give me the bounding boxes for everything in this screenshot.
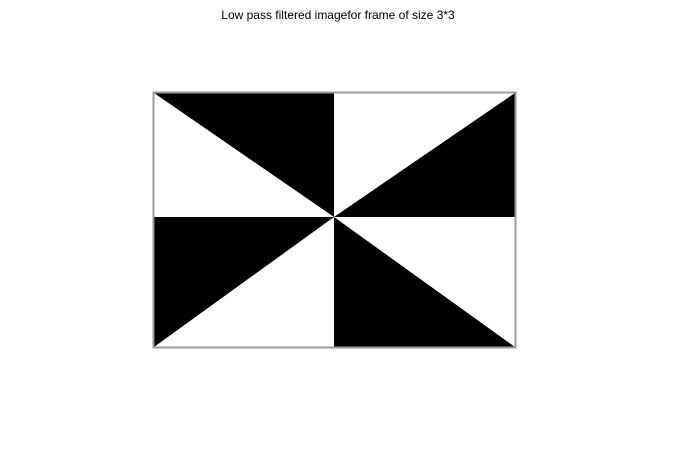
dark-triangle-top-right xyxy=(334,93,515,217)
dark-triangle-bottom-left xyxy=(154,217,334,347)
dark-triangle-bottom-right xyxy=(334,217,515,347)
dark-triangle-top-left xyxy=(154,93,334,217)
figure-title: Low pass filtered imagefor frame of size… xyxy=(221,8,455,22)
image-border xyxy=(152,91,517,349)
